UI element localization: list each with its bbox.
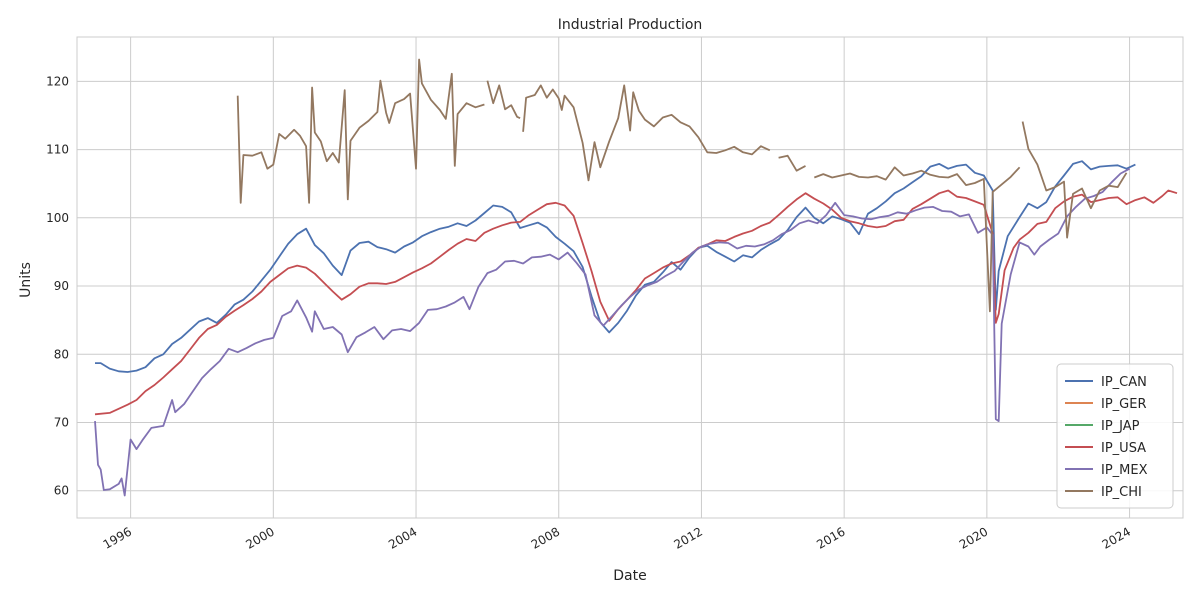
y-tick-label: 80 [54, 347, 69, 361]
legend-label: IP_GER [1101, 397, 1147, 412]
series-line-ip-usa [94, 189, 1178, 416]
x-tick-label: 1996 [101, 524, 134, 551]
series-line-ip-chi [778, 154, 806, 172]
series-line-ip-mex [94, 167, 1131, 497]
x-tick-label: 2000 [243, 524, 276, 551]
y-gridlines [77, 80, 1183, 492]
y-tick-label: 120 [46, 74, 69, 88]
chart-title: Industrial Production [558, 17, 703, 33]
series-line-ip-chi [236, 58, 485, 204]
y-tick-label: 110 [46, 143, 69, 157]
y-tick-label: 60 [54, 484, 69, 498]
y-axis-label: Units [18, 262, 34, 298]
series-line-ip-chi [1021, 121, 1128, 239]
series-line-ip-chi [522, 84, 771, 182]
y-tick-label: 70 [54, 415, 69, 429]
legend-label: IP_JAP [1101, 419, 1140, 434]
legend-label: IP_CHI [1101, 485, 1142, 500]
y-tick-label: 90 [54, 279, 69, 293]
legend-label: IP_CAN [1101, 375, 1147, 390]
series-line-ip-can [95, 160, 1136, 373]
plot-frame [76, 36, 1184, 519]
legend-label: IP_USA [1101, 441, 1146, 456]
legend-label: IP_MEX [1101, 463, 1148, 478]
series-line-ip-chi [813, 166, 1021, 313]
x-axis-label: Date [613, 568, 646, 584]
legend-box [1056, 363, 1174, 509]
x-tick-label: 2020 [957, 524, 990, 551]
series-line-ip-chi [486, 80, 521, 120]
x-tick-labels: 1996 2000 2004 2008 2012 2016 2020 2024 [101, 524, 1133, 551]
y-tick-label: 100 [46, 211, 69, 225]
legend: IP_CAN IP_GER IP_JAP IP_USA IP_MEX IP_CHI [1056, 363, 1174, 509]
x-tick-label: 2004 [386, 524, 419, 551]
plot-background [77, 37, 1183, 518]
x-tick-label: 2024 [1100, 524, 1133, 551]
series-lines [94, 58, 1178, 497]
y-tick-labels: 60 70 80 90 100 110 120 [46, 74, 69, 497]
x-tick-label: 2008 [529, 524, 562, 551]
x-tick-label: 2012 [671, 524, 704, 551]
x-tick-label: 2016 [814, 524, 847, 551]
x-gridlines [130, 37, 1131, 518]
